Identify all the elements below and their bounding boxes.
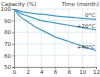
- grid-line: [41, 9, 42, 67]
- tick-label: 2: [26, 69, 30, 75]
- y-axis: 50 60 70 80 90 100: [1, 6, 15, 70]
- tick-mark: [12, 32, 14, 33]
- grid-line: [55, 9, 56, 67]
- tick: 70: [4, 41, 14, 47]
- tick: 100: [1, 6, 15, 12]
- tick-label: 60: [4, 53, 11, 59]
- tick-label: 8: [67, 69, 71, 75]
- tick: 90: [4, 18, 14, 24]
- tick-mark: [12, 21, 14, 22]
- series-label: +20°C: [77, 23, 95, 29]
- axis-line: [12, 10, 15, 68]
- tick: 6: [54, 67, 58, 75]
- tick: 12: [93, 67, 100, 75]
- tick-mark: [12, 55, 14, 56]
- plot: 50 60 70 80 90 100 0 2 4 6 8 10 12 0°C +20°C +40°C: [1, 6, 100, 75]
- tick-label: 12: [93, 69, 100, 75]
- tick-mark: [12, 9, 14, 10]
- series-label: 0°C: [85, 12, 95, 18]
- tick: 60: [4, 53, 14, 59]
- x-axis: 0 2 4 6 8 10 12: [13, 67, 100, 75]
- series-line: [14, 9, 96, 19]
- grid-line: [96, 9, 97, 67]
- tick: 0: [13, 67, 17, 75]
- tick-label: 90: [4, 18, 11, 24]
- tick-label: 4: [40, 69, 44, 75]
- grid: [14, 9, 96, 67]
- x-axis-title: Time (month): [61, 1, 99, 7]
- tick-label: 80: [4, 29, 11, 35]
- chart: 50 60 70 80 90 100 0 2 4 6 8 10 12 0°C +20°C +40°C Capac…: [0, 0, 100, 77]
- tick-label: 10: [79, 69, 86, 75]
- tick: 4: [40, 67, 44, 75]
- tick: 80: [4, 29, 14, 35]
- tick-label: 0: [13, 69, 17, 75]
- tick: 8: [67, 67, 71, 75]
- tick-mark: [12, 67, 14, 68]
- tick-label: 50: [4, 64, 11, 70]
- tick: 10: [79, 67, 86, 75]
- y-axis-title: Capacity (%): [1, 1, 36, 8]
- tick-mark: [12, 44, 14, 45]
- series-labels: 0°C +20°C +40°C: [77, 12, 95, 49]
- series-label: +40°C: [77, 44, 95, 50]
- tick-label: 100: [1, 6, 12, 12]
- tick-label: 70: [4, 41, 11, 47]
- series-line: [14, 9, 96, 51]
- lines: [14, 9, 96, 51]
- tick-label: 6: [54, 69, 58, 75]
- grid-line: [27, 9, 28, 67]
- tick: 2: [26, 67, 30, 75]
- series-line: [14, 9, 96, 30]
